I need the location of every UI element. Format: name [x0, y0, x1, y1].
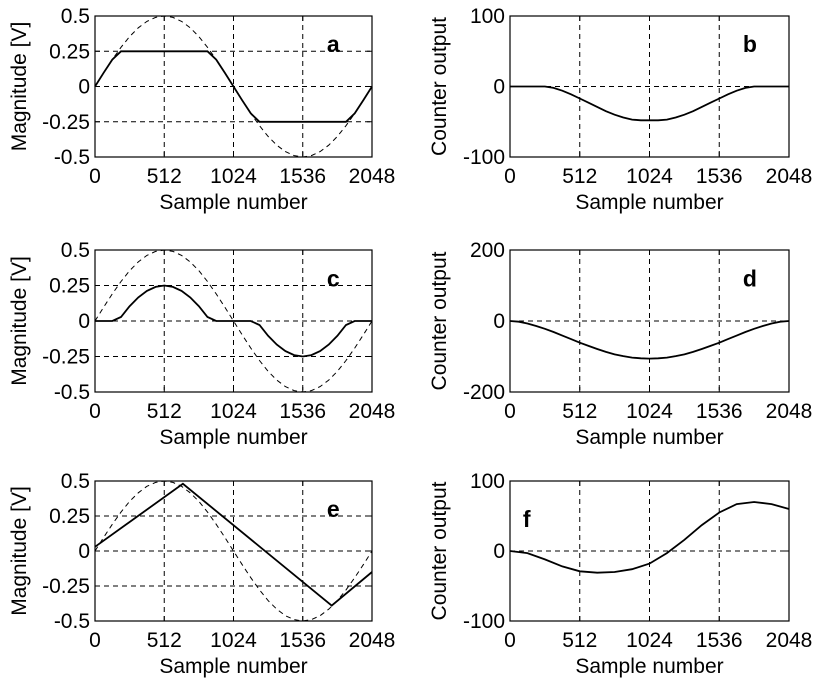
x-tick-label: 0	[504, 629, 516, 652]
panel-e: 0 512 1024 1536 2048 -0.5 -0.25 0 0.25 0.5 Sample …	[8, 470, 395, 678]
y-tick-label: 100	[470, 5, 505, 28]
y-tick-label: 0.5	[61, 5, 90, 28]
x-tick-label: 1024	[626, 629, 673, 652]
x-tick-label: 1536	[279, 629, 326, 652]
y-tick-label: 0.25	[49, 505, 90, 528]
x-tick-label: 2048	[766, 629, 813, 652]
x-axis-label: Sample number	[575, 655, 723, 678]
panel-a: 0 512 1024 1536 2048 -0.5 -0.25 0 0.25 0.5 Sample …	[8, 5, 395, 214]
x-tick-label: 2048	[349, 400, 396, 423]
solid-series-line	[94, 482, 373, 607]
x-axis-label: Sample number	[575, 426, 723, 449]
y-tick-label: 0	[78, 540, 90, 563]
y-tick-label: 0.25	[49, 40, 90, 63]
panel-c: 0 512 1024 1536 2048 -0.5 -0.25 0 0.25 0.5 Sample …	[8, 239, 395, 449]
x-tick-label: 2048	[766, 400, 813, 423]
x-tick-label: 512	[562, 400, 597, 423]
x-tick-label: 2048	[766, 165, 813, 188]
x-axis-label: Sample number	[159, 655, 307, 678]
x-tick-label: 0	[89, 629, 101, 652]
x-tick-label: 512	[147, 165, 182, 188]
solid-series-line	[95, 284, 372, 358]
panel-letter: d	[743, 265, 757, 291]
dashed-series-line	[94, 480, 373, 622]
y-tick-label: 0.5	[61, 239, 90, 262]
y-tick-label: 0.5	[61, 470, 90, 493]
panel-letter: f	[523, 506, 531, 532]
y-axis-label: Counter output	[428, 17, 451, 156]
solid-series-line	[94, 50, 373, 123]
y-tick-label: -0.5	[54, 146, 90, 169]
y-tick-label: 0	[78, 310, 90, 333]
y-tick-label: -0.25	[42, 111, 90, 134]
x-tick-label: 2048	[349, 165, 396, 188]
panel-letter: c	[327, 265, 340, 291]
x-tick-label: 0	[89, 165, 101, 188]
y-tick-label: 100	[470, 470, 505, 493]
y-tick-label: -0.5	[54, 381, 90, 404]
x-tick-label: 0	[504, 400, 516, 423]
y-tick-label: -100	[463, 146, 505, 169]
y-tick-label: -200	[463, 381, 505, 404]
x-tick-label: 1024	[210, 165, 257, 188]
x-tick-label: 512	[147, 629, 182, 652]
panel-letter: a	[327, 31, 340, 57]
x-tick-label: 1536	[279, 400, 326, 423]
y-tick-label: -100	[463, 610, 505, 633]
x-tick-label: 512	[562, 629, 597, 652]
x-tick-label: 1536	[279, 165, 326, 188]
y-tick-label: -0.25	[42, 346, 90, 369]
solid-series-line	[509, 320, 790, 360]
x-axis-label: Sample number	[159, 191, 307, 214]
solid-series-line	[509, 501, 790, 574]
y-axis-label: Counter output	[428, 481, 451, 620]
y-tick-label: 0	[493, 310, 505, 333]
x-tick-label: 1024	[626, 165, 673, 188]
panel-letter: e	[327, 496, 340, 522]
x-tick-label: 0	[504, 165, 516, 188]
solid-series-line	[510, 85, 789, 122]
y-tick-label: -0.5	[54, 610, 90, 633]
y-tick-label: 0.25	[49, 275, 90, 298]
x-tick-label: 0	[89, 400, 101, 423]
x-tick-label: 512	[562, 165, 597, 188]
x-tick-label: 2048	[349, 629, 396, 652]
panel-letter: b	[743, 31, 757, 57]
y-tick-label: -0.25	[42, 575, 90, 598]
y-tick-label: 0	[493, 76, 505, 99]
y-tick-label: 0	[78, 76, 90, 99]
y-tick-label: 200	[470, 239, 505, 262]
y-axis-label: Magnitude [V]	[8, 256, 31, 386]
x-tick-label: 1024	[210, 629, 257, 652]
x-tick-label: 1536	[696, 629, 743, 652]
y-axis-label: Counter output	[428, 251, 451, 390]
x-tick-label: 1024	[210, 400, 257, 423]
x-axis-label: Sample number	[575, 191, 723, 214]
x-tick-label: 512	[147, 400, 182, 423]
y-tick-label: 0	[493, 540, 505, 563]
x-tick-label: 1536	[696, 165, 743, 188]
x-tick-label: 1024	[626, 400, 673, 423]
dashed-series-line	[94, 15, 373, 158]
x-tick-label: 1536	[696, 400, 743, 423]
x-axis-label: Sample number	[159, 426, 307, 449]
y-axis-label: Magnitude [V]	[8, 486, 31, 616]
y-axis-label: Magnitude [V]	[8, 22, 31, 152]
dashed-series-line	[94, 249, 373, 393]
